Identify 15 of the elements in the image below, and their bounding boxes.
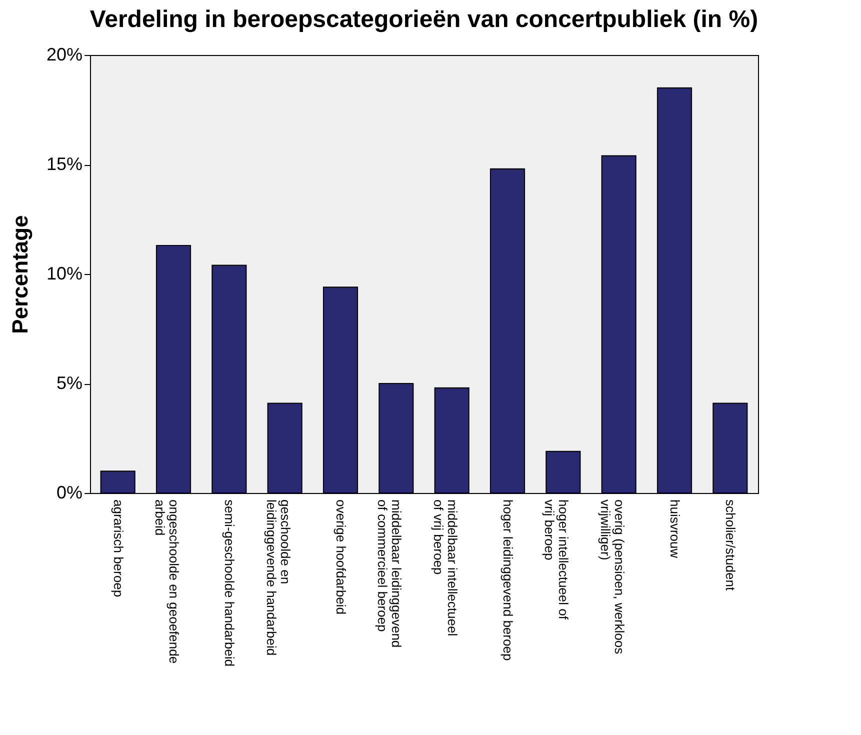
x-tick-label: scholier/student <box>723 500 738 591</box>
x-tick-label: agrarisch beroep <box>110 500 126 598</box>
chart-title: Verdeling in beroepscategorieën van concertpubliek (in %) <box>90 6 758 33</box>
y-tick-label: 15% <box>46 154 82 174</box>
y-axis-title: Percentage <box>7 215 32 334</box>
x-tick-label: overige hoofdarbeid <box>334 500 348 614</box>
x-tick-label: huisvrouw <box>668 500 682 559</box>
x-tick-label: ongeschoolde en geoefende arbeid <box>152 500 182 664</box>
x-tick-label: semi-geschoolde handarbeid <box>222 500 238 666</box>
y-tick-label: 0% <box>56 482 82 502</box>
y-tick-label: 10% <box>46 264 82 284</box>
y-tick-label: 20% <box>46 44 82 64</box>
y-tick-label: 5% <box>56 373 82 393</box>
x-tick-label: overig (pensioen, werkloos vrijwilliger) <box>598 500 627 655</box>
x-tick-label: hoger leidinggevend beroep <box>500 500 516 661</box>
